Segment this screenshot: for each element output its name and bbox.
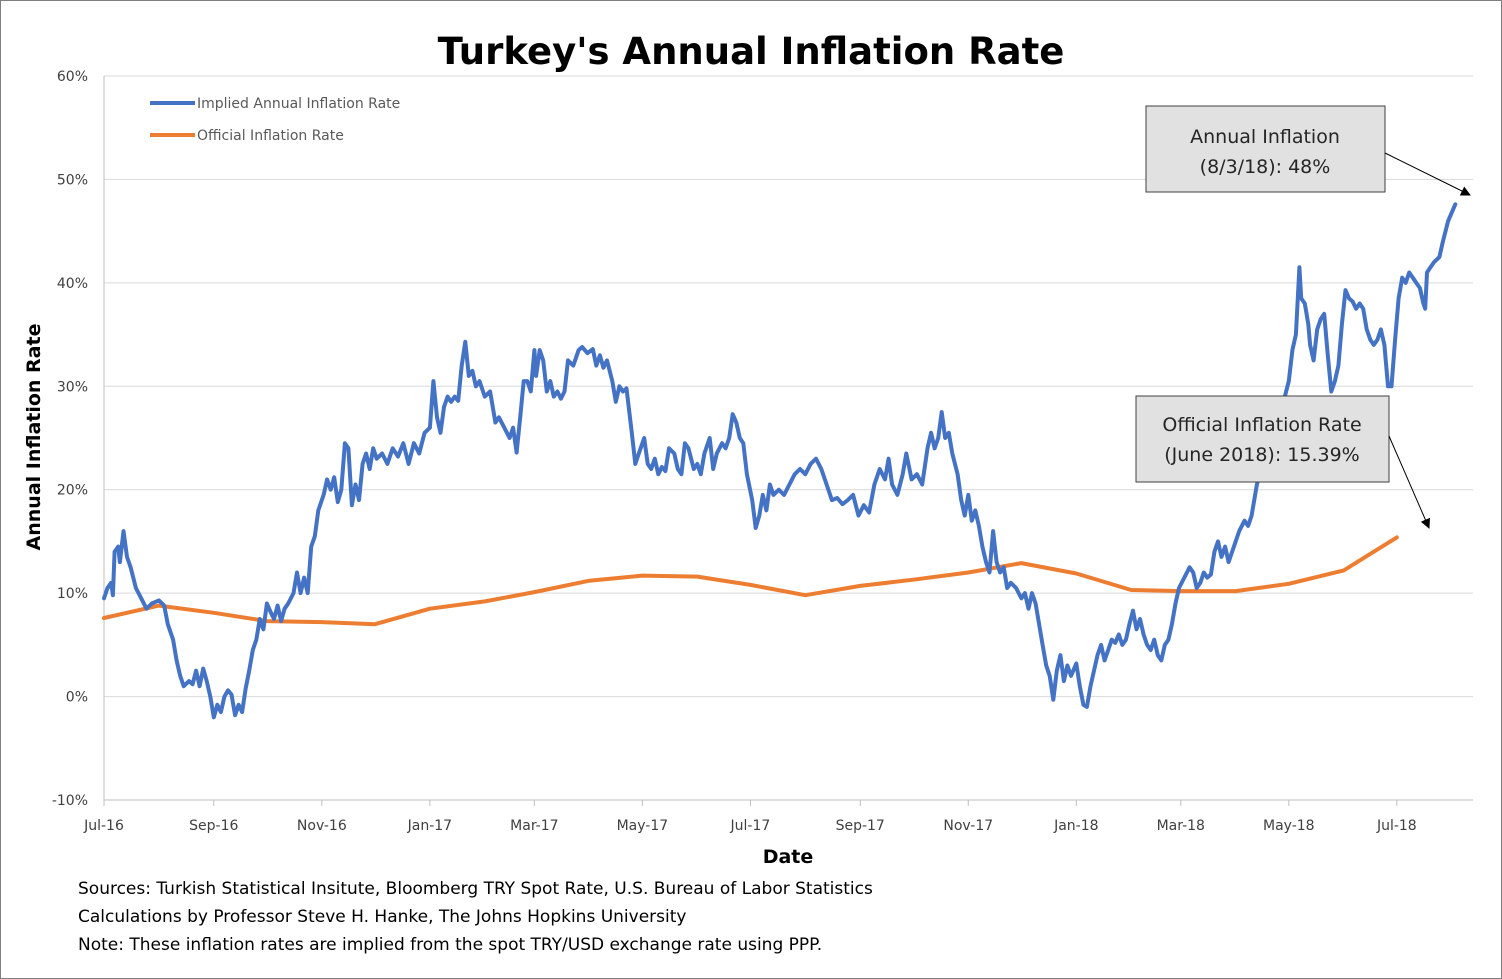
x-tick-label: May-17 (617, 818, 669, 834)
x-tick-label: May-18 (1263, 818, 1315, 834)
chart-title: Turkey's Annual Inflation Rate (438, 30, 1065, 73)
y-axis-title: Annual Inflation Rate (23, 324, 45, 551)
y-tick-label: 30% (57, 379, 88, 395)
y-tick-labels: -10% 0% 10% 20% 30% 40% 50% 60% (52, 69, 88, 809)
y-tick-label: 0% (66, 690, 88, 706)
annotation-official-inflation: Official Inflation Rate (June 2018): 15.… (1135, 395, 1430, 529)
y-tick-label: 50% (57, 172, 88, 188)
x-tick-label: Sep-17 (836, 818, 885, 834)
axes (103, 76, 1473, 801)
x-tick-label: Mar-18 (1157, 818, 1205, 834)
x-tick-label: Jan-18 (1053, 818, 1098, 834)
x-tick-label: Sep-16 (189, 818, 238, 834)
x-tick-label: Jul-17 (730, 818, 771, 834)
x-tick-label: Nov-17 (943, 818, 993, 834)
source-notes: Sources: Turkish Statistical Insitute, B… (78, 879, 873, 955)
x-tick-label: Jan-17 (407, 818, 452, 834)
series-lines (102, 202, 1458, 720)
note-calculations: Calculations by Professor Steve H. Hanke… (78, 907, 686, 927)
legend-label-official: Official Inflation Rate (197, 128, 344, 144)
note-ppp: Note: These inflation rates are implied … (78, 935, 822, 955)
series-line-implied-inflation (102, 202, 1458, 720)
y-tick-label: 40% (57, 276, 88, 292)
annotation-official-line1: Official Inflation Rate (1162, 414, 1361, 436)
annotation-box-annual (1145, 105, 1386, 193)
x-tick-label: Jul-18 (1376, 818, 1417, 834)
legend-label-implied: Implied Annual Inflation Rate (197, 96, 400, 112)
y-tick-label: -10% (52, 793, 88, 809)
annotation-annual-line1: Annual Inflation (1190, 126, 1340, 148)
x-axis-title: Date (763, 846, 814, 868)
annotation-official-line2: (June 2018): 15.39% (1164, 444, 1359, 466)
y-tick-label: 20% (57, 483, 88, 499)
x-tick-label: Nov-16 (297, 818, 347, 834)
annotation-annual-inflation: Annual Inflation (8/3/18): 48% (1145, 105, 1471, 196)
annotation-annual-line2: (8/3/18): 48% (1200, 156, 1331, 178)
annotation-box-official (1135, 395, 1390, 483)
x-tick-label: Jul-16 (83, 818, 124, 834)
annotation-arrow-annual (1384, 152, 1471, 196)
series-line-official-inflation (102, 535, 1399, 627)
annotation-arrow-official (1388, 435, 1430, 529)
x-tick-labels: Jul-16 Sep-16 Nov-16 Jan-17 Mar-17 May-17 Jul-… (83, 800, 1417, 834)
y-tick-label: 60% (57, 69, 88, 85)
x-tick-label: Mar-17 (510, 818, 558, 834)
note-sources: Sources: Turkish Statistical Insitute, B… (78, 879, 873, 899)
y-tick-label: 10% (57, 586, 88, 602)
legend: Implied Annual Inflation Rate Official I… (150, 96, 400, 144)
